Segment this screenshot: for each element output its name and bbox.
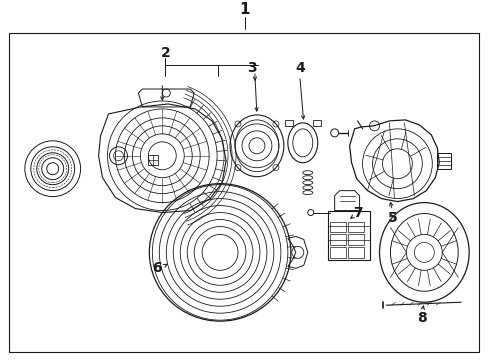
Bar xyxy=(285,120,293,126)
Bar xyxy=(347,247,364,258)
Bar xyxy=(330,247,345,258)
Text: 5: 5 xyxy=(388,211,397,225)
Bar xyxy=(347,234,364,246)
Bar xyxy=(328,211,369,260)
Text: 7: 7 xyxy=(353,206,363,220)
Text: 4: 4 xyxy=(295,61,305,75)
Bar xyxy=(313,120,321,126)
Text: 3: 3 xyxy=(247,61,257,75)
Text: 6: 6 xyxy=(152,261,162,275)
Bar xyxy=(9,33,479,352)
Bar xyxy=(330,234,345,246)
Bar xyxy=(437,153,451,169)
Bar xyxy=(347,221,364,233)
Bar xyxy=(148,155,158,165)
Bar xyxy=(330,221,345,233)
Text: 2: 2 xyxy=(160,46,170,60)
Text: 8: 8 xyxy=(417,311,427,325)
Text: 1: 1 xyxy=(240,2,250,17)
